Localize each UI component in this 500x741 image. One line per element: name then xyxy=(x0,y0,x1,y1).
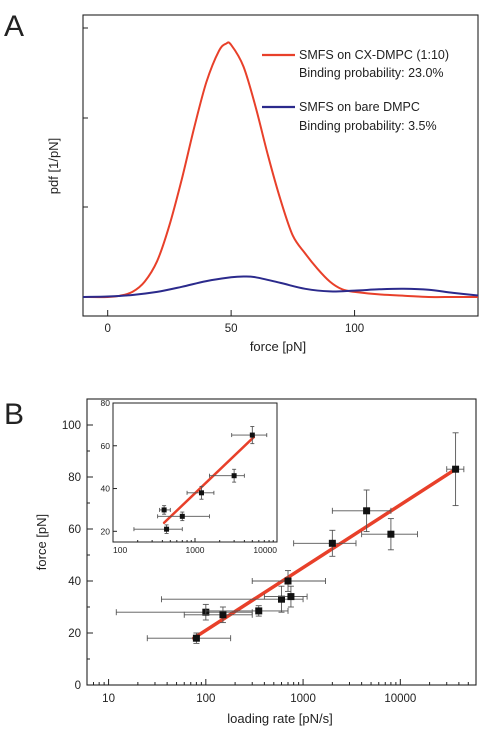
panel-b-inset: 100 1000 10000 20 40 60 80 xyxy=(101,398,278,555)
data-point-marker xyxy=(387,530,395,538)
inset-data-point-marker xyxy=(198,490,204,496)
data-point-marker xyxy=(219,611,227,619)
panel-b-fit-line xyxy=(191,467,458,640)
inset-x-tick-label: 10000 xyxy=(253,545,277,555)
panel-a-letter: A xyxy=(4,10,24,43)
panel-b-fit xyxy=(191,467,458,640)
panel-b-points xyxy=(115,432,465,644)
panel-b: B 10 100 1000 10000 0 20 40 60 80 100 loading rat… xyxy=(4,398,477,726)
panel-a-x-tick-label: 50 xyxy=(225,323,238,335)
panel-b-ticks: 10 100 1000 10000 0 20 40 60 80 100 xyxy=(62,420,469,705)
legend-label-cx-dmpc: SMFS on CX-DMPC (1:10) xyxy=(299,48,449,62)
panel-a-x-ticks: 0 50 100 xyxy=(104,310,364,335)
data-point-marker xyxy=(363,507,371,515)
inset-points xyxy=(133,426,268,534)
inset-data-point-marker xyxy=(164,526,170,532)
data-point-marker xyxy=(287,593,295,601)
panel-b-x-tick-label: 10000 xyxy=(384,693,416,705)
inset-data-point-marker xyxy=(231,473,237,479)
data-point-marker xyxy=(328,539,336,547)
panel-a-plot-frame xyxy=(82,14,479,317)
data-point-marker xyxy=(192,634,200,642)
legend-label-bare-dmpc: SMFS on bare DMPC xyxy=(299,100,420,114)
data-point-marker xyxy=(452,465,460,473)
data-point-marker xyxy=(278,595,285,603)
data-point-marker xyxy=(284,577,292,585)
inset-data-point-marker xyxy=(179,513,185,519)
panel-a-legend: SMFS on CX-DMPC (1:10) Binding probabili… xyxy=(262,48,449,133)
panel-b-x-tick-label: 10 xyxy=(102,693,115,705)
panel-b-letter: B xyxy=(4,398,24,431)
panel-a-series xyxy=(82,41,479,299)
inset-frame xyxy=(112,402,278,543)
panel-a-x-tick-label: 0 xyxy=(104,323,110,335)
panel-b-x-tick-label: 1000 xyxy=(290,693,316,705)
panel-b-y-tick-label: 60 xyxy=(68,524,81,536)
panel-b-y-tick-label: 20 xyxy=(68,628,81,640)
panel-b-y-tick-label: 100 xyxy=(62,420,81,432)
panel-b-x-tick-label: 100 xyxy=(196,693,215,705)
panel-a-x-tick-label: 100 xyxy=(345,323,364,335)
panel-b-y-tick-label: 0 xyxy=(75,680,81,692)
data-point-marker xyxy=(255,607,263,615)
inset-y-tick-label: 40 xyxy=(101,484,111,494)
inset-x-tick-label: 1000 xyxy=(186,545,205,555)
inset-y-tick-label: 20 xyxy=(101,526,111,536)
inset-y-tick-label: 60 xyxy=(101,441,111,451)
inset-fit xyxy=(162,435,255,525)
panel-b-y-tick-label: 80 xyxy=(68,472,81,484)
panel-b-y-axis-title: force [pN] xyxy=(34,514,49,570)
panel-a-x-axis-title: force [pN] xyxy=(250,339,306,354)
panel-b-y-tick-label: 40 xyxy=(68,576,81,588)
inset-data-point-marker xyxy=(249,432,255,438)
series-line-cx-dmpc xyxy=(82,41,478,299)
inset-data-point-marker xyxy=(161,507,167,513)
inset-fit-line xyxy=(162,435,255,525)
inset-x-tick-label: 100 xyxy=(113,545,127,555)
panel-a-y-ticks xyxy=(83,27,88,208)
panel-b-x-axis-title: loading rate [pN/s] xyxy=(227,711,333,726)
panel-a: A 0 50 100 force [pN] pdf [1/pN] SMFS on C… xyxy=(4,10,479,354)
series-line-bare-dmpc xyxy=(82,275,479,298)
legend-sublabel-bare-dmpc: Binding probability: 3.5% xyxy=(299,119,437,133)
panel-a-y-axis-title: pdf [1/pN] xyxy=(46,138,61,194)
legend-sublabel-cx-dmpc: Binding probability: 23.0% xyxy=(299,66,444,80)
inset-y-tick-label: 80 xyxy=(101,398,111,408)
inset-ticks: 100 1000 10000 20 40 60 80 xyxy=(101,398,278,555)
